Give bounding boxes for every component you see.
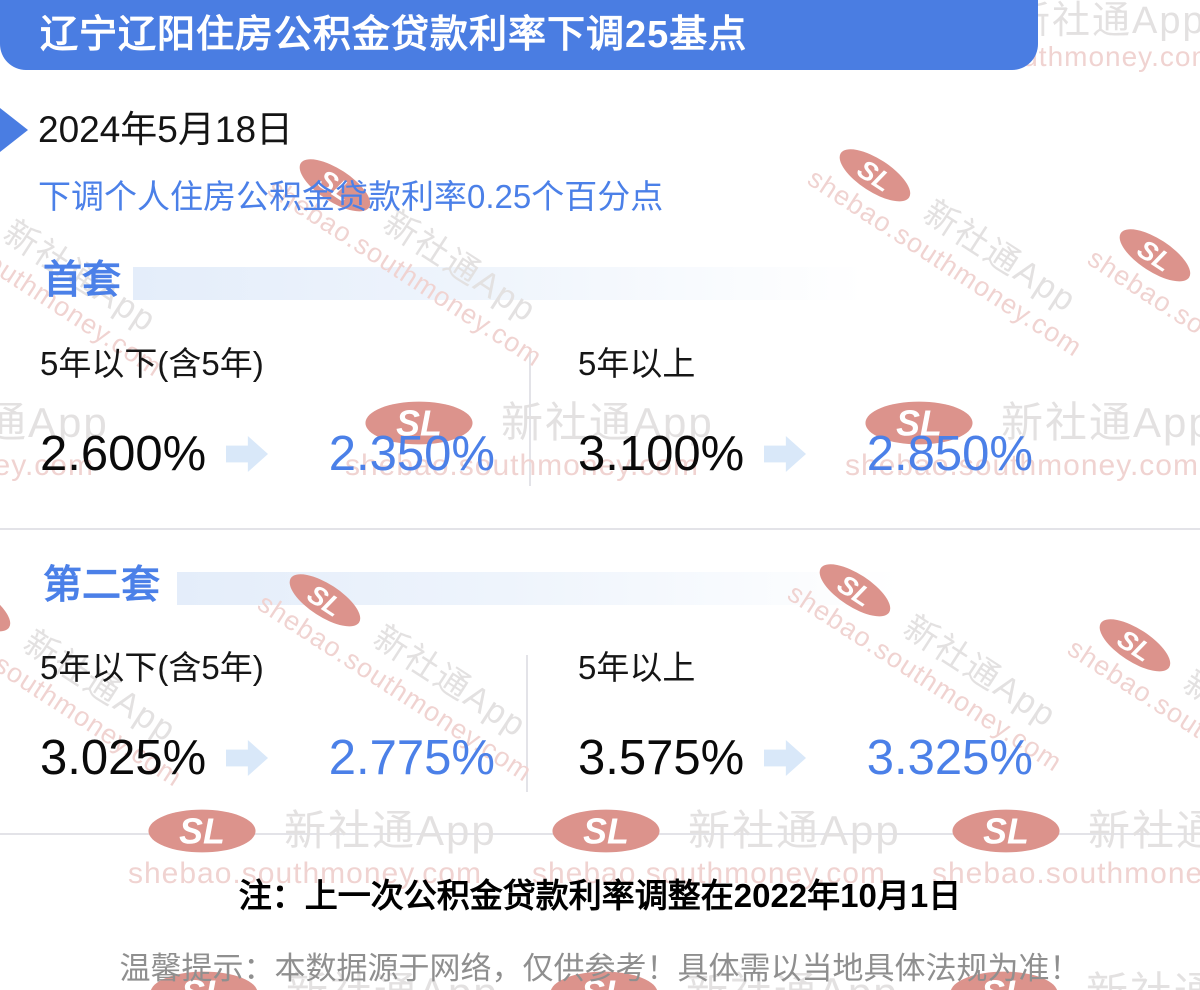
- triangle-bullet-icon: [0, 108, 28, 152]
- new-rate: 2.350%: [328, 427, 495, 481]
- old-rate: 3.100%: [578, 427, 745, 481]
- old-rate: 2.600%: [40, 427, 207, 481]
- page-title: 辽宁辽阳住房公积金贷款利率下调25基点: [40, 14, 748, 56]
- term-label: 5年以上: [578, 345, 696, 382]
- svg-text:SL: SL: [896, 404, 942, 444]
- arrow-right-icon: [764, 739, 806, 777]
- section-title-bar: [133, 267, 865, 300]
- title-banner: 辽宁辽阳住房公积金贷款利率下调25基点: [0, 0, 1038, 70]
- shetong-logo-icon: SL: [932, 806, 1080, 856]
- note-line: 注：上一次公积金贷款利率调整在2022年10月1日: [238, 877, 962, 914]
- arrow-right-icon: [764, 435, 806, 473]
- rate-cell-second-under5y: 5年以下(含5年) 3.025% 2.775%: [40, 649, 495, 785]
- shetong-logo-icon: SL: [930, 968, 1078, 990]
- new-rate: 2.775%: [328, 731, 495, 785]
- term-label: 5年以下(含5年): [40, 649, 264, 686]
- subtitle: 下调个人住房公积金贷款利率0.25个百分点: [38, 178, 664, 215]
- old-rate: 3.575%: [578, 731, 745, 785]
- column-divider: [529, 352, 531, 486]
- shetong-logo-icon: SL: [0, 560, 31, 651]
- rate-cell-first-under5y: 5年以下(含5年) 2.600% 2.350%: [40, 345, 495, 481]
- tip-line: 温馨提示：本数据源于网络，仅供参考！具体需以当地具体法规为准！: [119, 951, 1081, 986]
- section-divider: [0, 528, 1200, 530]
- section-title-first-home: 首套: [43, 259, 122, 302]
- effective-date: 2024年5月18日: [38, 109, 294, 150]
- term-label: 5年以下(含5年): [40, 345, 264, 382]
- shetong-logo-icon: SL: [845, 398, 993, 448]
- section-title-second-home: 第二套: [43, 564, 161, 607]
- arrow-right-icon: [226, 435, 268, 473]
- svg-text:SL: SL: [983, 812, 1029, 852]
- new-rate: 2.850%: [866, 427, 1033, 481]
- old-rate: 3.025%: [40, 731, 207, 785]
- shetong-logo-icon: SL: [345, 398, 493, 448]
- shetong-logo-icon: SL: [530, 968, 678, 990]
- svg-text:SL: SL: [181, 974, 227, 990]
- svg-text:SL: SL: [981, 974, 1027, 990]
- rate-cell-second-over5y: 5年以上 3.575% 3.325%: [578, 649, 1033, 785]
- rate-cell-first-over5y: 5年以上 3.100% 2.850%: [578, 345, 1033, 481]
- svg-text:SL: SL: [179, 812, 225, 852]
- arrow-right-icon: [226, 739, 268, 777]
- watermark-brand: 新社通App: [1012, 0, 1200, 42]
- new-rate: 3.325%: [866, 731, 1033, 785]
- svg-text:SL: SL: [583, 812, 629, 852]
- svg-text:SL: SL: [581, 974, 627, 990]
- shetong-logo-icon: SL: [128, 806, 276, 856]
- shetong-logo-icon: SL: [532, 806, 680, 856]
- svg-text:SL: SL: [396, 404, 442, 444]
- column-divider: [526, 655, 528, 792]
- shetong-logo-icon: SL: [130, 968, 278, 990]
- term-label: 5年以上: [578, 649, 696, 686]
